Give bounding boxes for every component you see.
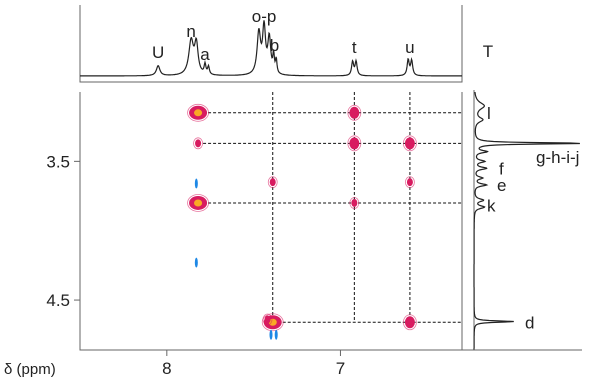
cross-peak-8 (351, 198, 358, 207)
top-label-5: t (352, 38, 357, 57)
top-label-4: b (270, 36, 279, 55)
right-label-5: d (525, 313, 534, 332)
y-tick-label-0: 3.5 (46, 152, 70, 171)
guide-lines (198, 92, 462, 323)
cross-peak-core-9 (268, 318, 277, 326)
right-label-4: k (487, 197, 496, 216)
right-label-3: e (497, 176, 506, 195)
cross-peak-outer-8 (349, 197, 360, 209)
cross-peak-outer-7 (267, 176, 278, 189)
cross-peak-outer-11 (262, 313, 273, 326)
top-label-2: a (200, 45, 210, 64)
right-label-0: l (487, 104, 491, 123)
axis-title: δ (ppm) (4, 361, 56, 378)
top-projection-frame (79, 5, 463, 83)
right-label-1: g-h-i-j (536, 148, 579, 167)
x-tick-label-0: 8 (162, 359, 171, 378)
top-label-6: u (405, 38, 414, 57)
cross-peak-6 (406, 178, 413, 187)
cross-peak-outer-5 (403, 135, 417, 152)
plot-frame (79, 92, 582, 351)
top-label-0: U (152, 43, 164, 62)
cross-peak-11 (264, 315, 271, 324)
cross-peak-outer-3 (347, 104, 362, 121)
cross-peak-outer-2 (187, 194, 209, 212)
y-tick-label-1: 4.5 (46, 291, 70, 310)
cross-peak-outer-1 (193, 137, 203, 150)
cross-peak-outer-9 (261, 313, 284, 332)
negative-peak-3 (274, 329, 278, 340)
right-projection-trace (473, 92, 580, 350)
cross-peak-7 (269, 178, 276, 187)
top-projection-trace (80, 20, 462, 77)
cross-peak-outer-4 (347, 135, 362, 152)
cross-peak-outer-6 (405, 176, 415, 189)
right-label-2: f (499, 159, 504, 178)
cross-peak-outer-10 (403, 314, 417, 331)
negative-peak-2 (269, 329, 273, 340)
right-projection-labels: l g-h-i-j fek d (487, 104, 579, 332)
cross-peaks (187, 103, 417, 340)
top-projection-labels: Una o-p b t u T (152, 7, 493, 64)
x-tick-label-1: 7 (336, 359, 345, 378)
top-label-1: n (186, 22, 195, 41)
cross-peak-core-2 (194, 199, 203, 207)
negative-peak-0 (194, 178, 198, 189)
cross-peak-core-0 (194, 109, 203, 117)
cross-peak-5 (404, 137, 415, 150)
top-label-7: T (483, 42, 493, 61)
negative-peak-1 (194, 257, 198, 268)
y-axis-ticks: 3.5 4.5 (46, 152, 80, 310)
cross-peak-10 (404, 316, 415, 329)
cross-peak-outer-0 (187, 103, 209, 122)
top-label-3: o-p (252, 7, 277, 26)
cross-peak-4 (349, 137, 360, 150)
cross-peak-1 (195, 139, 202, 148)
cross-peak-3 (349, 106, 360, 119)
